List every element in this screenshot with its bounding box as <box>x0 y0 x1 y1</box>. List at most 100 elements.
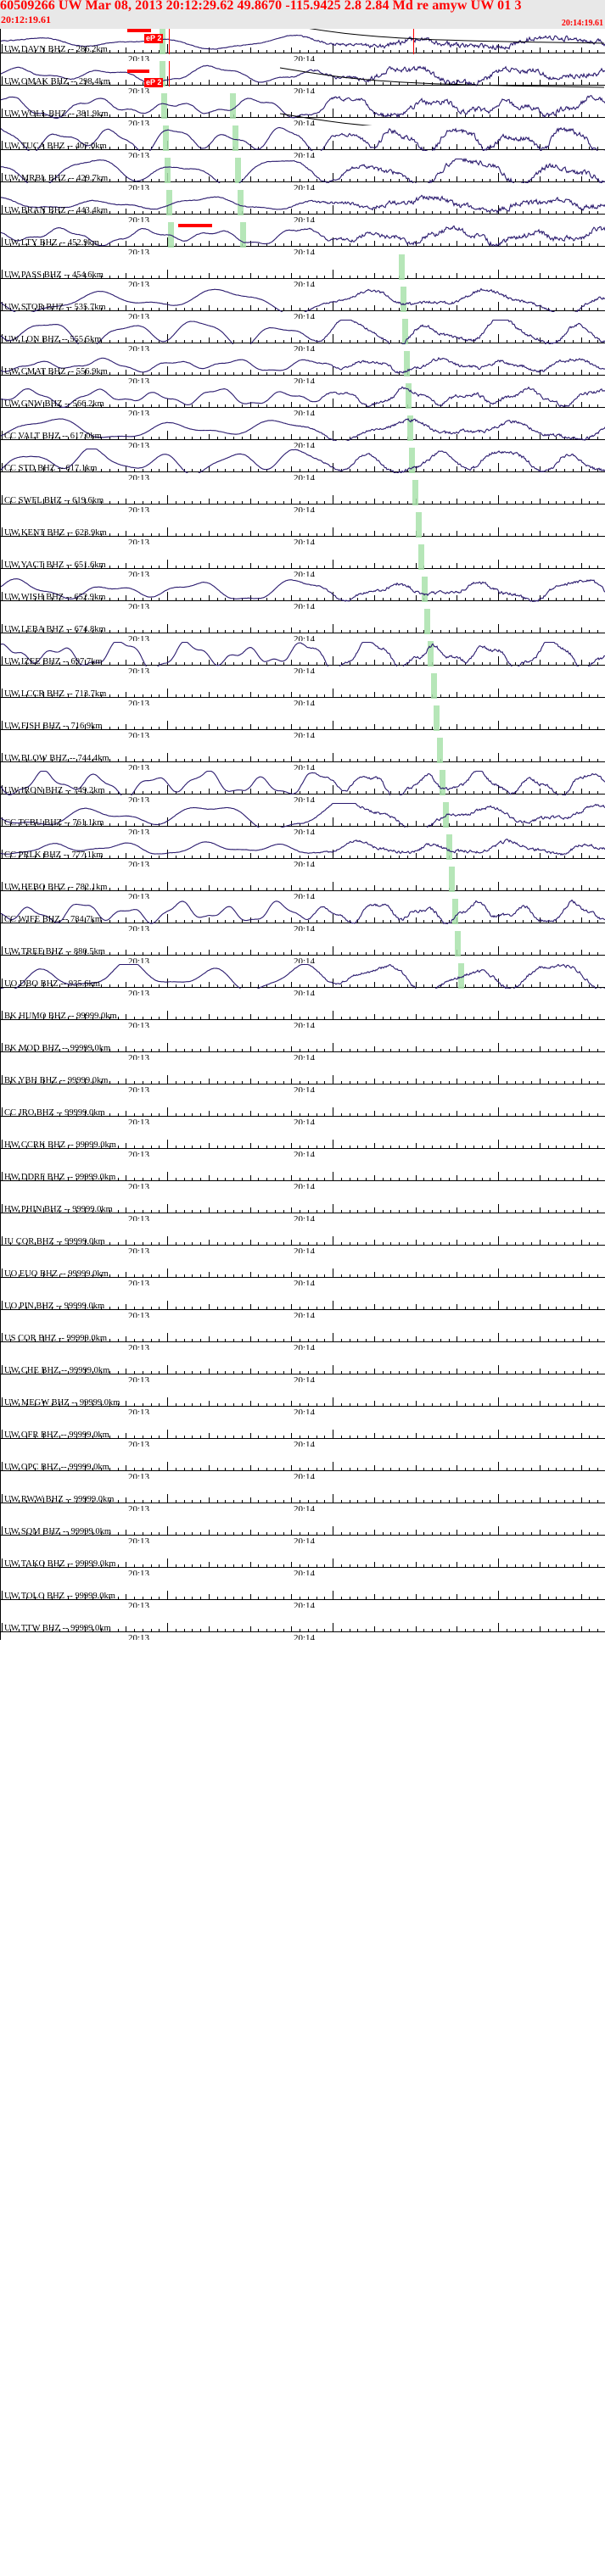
trace-row[interactable]: 20:13 20:14 HW DDRF BHZ -- 99999.0km <box>0 1157 605 1189</box>
trace-row[interactable]: 20:13 20:14 UW LTY BHZ -- 452.9km <box>0 222 605 254</box>
trace-row[interactable]: 20:13 20:14 UW PASS BHZ -- 454.6km <box>0 254 605 287</box>
axis-time-label: 20:14 <box>293 215 317 222</box>
axis-time-label: 20:13 <box>127 312 151 319</box>
trace-row[interactable]: 20:13 20:14 UW HEBO BHZ -- 782.1km <box>0 867 605 899</box>
trace-row[interactable]: 20:13 20:14 UW WOLL BHZ -- 381.9km <box>0 93 605 125</box>
trace-row[interactable]: 20:13 20:14 UW RWW BHZ -- 99999.0km <box>0 1479 605 1511</box>
trace-row[interactable]: 20:13 20:14 UW BRAN BHZ -- 443.4km <box>0 190 605 222</box>
trace-row[interactable]: 20:13 20:14 CC STD BHZ -- 617.1km <box>0 448 605 480</box>
trace-row[interactable]: 20:13 20:14 UW MRBL BHZ -- 429.7km <box>0 158 605 190</box>
trace-row[interactable]: 20:13 20:14 UW OPC BHZ -- 99999.0km <box>0 1447 605 1479</box>
trace-row[interactable]: 20:13 20:14 HW PHIN BHZ -- 99999.0km <box>0 1189 605 1221</box>
trace-row[interactable]: 20:13 20:14 UW TREE BHZ -- 880.5km <box>0 931 605 963</box>
trace-row[interactable]: 20:13 20:14 UW CHE BHZ -- 99999.0km <box>0 1350 605 1382</box>
trace-row[interactable]: 20:13 20:14 UW LCCR BHZ -- 713.7km <box>0 673 605 705</box>
trace-row[interactable]: 20:13 20:14 BK YBH BHZ -- 99999.0km <box>0 1060 605 1092</box>
left-border <box>0 931 1 963</box>
trace-label: CC PRLK BHZ -- 777.1km <box>4 850 104 860</box>
trace-row[interactable]: 20:13 20:14 UW WISH BHZ -- 652.9km <box>0 577 605 609</box>
trace-row[interactable]: 20:13 20:14 UW YACT BHZ -- 651.6km <box>0 544 605 577</box>
axis-ticks <box>0 463 605 476</box>
axis-ticks <box>0 1462 605 1475</box>
trace-row[interactable]: 20:13 20:14 CC TCBU BHZ -- 761.1km <box>0 802 605 834</box>
trace-row[interactable]: 20:13 20:14 IU COR BHZ -- 99999.0km <box>0 1221 605 1253</box>
trace-row[interactable]: 20:13 20:14 CC PRLK BHZ -- 777.1km <box>0 834 605 867</box>
axis-ticks <box>0 979 605 991</box>
trace-row[interactable]: 20:13 20:14 UW TOLO BHZ -- 99999.0km <box>0 1575 605 1608</box>
time-axis <box>0 246 605 247</box>
trace-row[interactable]: 20:13 20:14 UW CMAT BHZ -- 556.9km <box>0 351 605 383</box>
trace-row[interactable]: 20:13 20:14 UW OMAK BHZ -- 298.4km eP 2 <box>0 61 605 93</box>
axis-time-label: 20:13 <box>127 1182 151 1189</box>
trace-row[interactable]: 20:13 20:14 CC WIFE BHZ -- 784.7km <box>0 899 605 931</box>
time-axis <box>0 375 605 376</box>
axis-ticks <box>0 431 605 443</box>
axis-time-label: 20:14 <box>293 86 317 93</box>
left-border <box>0 802 1 834</box>
phase-band <box>404 351 410 376</box>
pick-label[interactable]: eP 2 <box>144 34 164 43</box>
trace-row[interactable]: 20:13 20:14 CC SWFL BHZ -- 619.6km <box>0 480 605 512</box>
axis-ticks <box>0 721 605 733</box>
trace-row[interactable]: 20:13 20:14 UW DAVN BHZ -- 286.2km eP 2 <box>0 29 605 61</box>
clip-bar <box>127 29 151 32</box>
axis-time-label: 20:14 <box>293 1472 317 1479</box>
pick-marker[interactable] <box>413 29 414 54</box>
time-axis <box>0 504 605 505</box>
phase-band <box>436 738 443 763</box>
trace-row[interactable]: 20:13 20:14 BK HUMO BHZ -- 99999.0km <box>0 995 605 1028</box>
trace-row[interactable]: 20:13 20:14 US COR BHZ -- 99999.0km <box>0 1318 605 1350</box>
left-border <box>0 190 1 222</box>
trace-row[interactable]: 20:13 20:14 UW LON BHZ -- 555.5km <box>0 319 605 351</box>
trace-row[interactable]: 20:13 20:14 UW KENT BHZ -- 623.9km <box>0 512 605 544</box>
axis-time-label: 20:13 <box>127 860 151 867</box>
waveform-trace <box>1 194 605 215</box>
left-border <box>0 1350 1 1382</box>
left-border <box>0 1092 1 1124</box>
trace-row[interactable]: 20:13 20:14 UW IRON BHZ -- 749.2km <box>0 770 605 802</box>
axis-time-label: 20:14 <box>293 409 317 415</box>
left-border <box>0 1511 1 1543</box>
trace-row[interactable]: 20:13 20:14 UW SQM BHZ -- 99999.0km <box>0 1511 605 1543</box>
trace-row[interactable]: 20:13 20:14 UW IZEE BHZ -- 697.7km <box>0 641 605 673</box>
axis-time-label: 20:13 <box>127 119 151 125</box>
axis-time-label: 20:13 <box>127 215 151 222</box>
trace-row[interactable]: 20:13 20:14 UW TTW BHZ -- 99999.0km <box>0 1608 605 1640</box>
trace-row[interactable]: 20:13 20:14 UW MEGW BHZ -- 99999.0km <box>0 1382 605 1414</box>
left-border <box>0 867 1 899</box>
pick-marker[interactable] <box>169 29 170 54</box>
trace-row[interactable]: 20:13 20:14 UO EUO BHZ -- 99999.0km <box>0 1253 605 1285</box>
pick-marker[interactable] <box>169 61 170 86</box>
trace-row[interactable]: 20:13 20:14 CC VALT BHZ -- 617.0km <box>0 415 605 448</box>
trace-row[interactable]: 20:13 20:14 CC JRO BHZ -- 99999.0km <box>0 1092 605 1124</box>
trace-row[interactable]: 20:13 20:14 UW TAKO BHZ -- 99999.0km <box>0 1543 605 1575</box>
left-border <box>0 29 1 61</box>
trace-row[interactable]: 20:13 20:14 UW GNW BHZ -- 566.2km <box>0 383 605 415</box>
trace-row[interactable]: 20:13 20:14 UW BLOW BHZ -- 744.4km <box>0 738 605 770</box>
trace-row[interactable]: 20:13 20:14 UW FISH BHZ -- 716.9km <box>0 705 605 738</box>
trace-row[interactable]: 20:13 20:14 BK MOD BHZ -- 99999.0km <box>0 1028 605 1060</box>
trace-row[interactable]: 20:13 20:14 HW CCRK BHZ -- 99999.0km <box>0 1124 605 1157</box>
time-axis <box>0 1116 605 1117</box>
waveform-trace <box>1 356 605 374</box>
time-axis <box>0 149 605 150</box>
trace-row[interactable]: 20:13 20:14 UW TUCA BHZ -- 407.0km <box>0 125 605 158</box>
axis-time-label: 20:13 <box>127 1085 151 1092</box>
phase-band <box>415 512 422 538</box>
trace-row[interactable]: 20:13 20:14 UW OFR BHZ -- 99999.0km <box>0 1414 605 1447</box>
trace-list[interactable]: 20:13 20:14 UW DAVN BHZ -- 286.2km eP 2 20:1… <box>0 29 605 1640</box>
trace-row[interactable]: 20:13 20:14 UW STOR BHZ -- 535.7km <box>0 287 605 319</box>
axis-time-label: 20:14 <box>293 924 317 931</box>
trace-row[interactable]: 20:13 20:14 UW LEBA BHZ -- 674.8km <box>0 609 605 641</box>
phase-band <box>399 254 405 280</box>
trace-row[interactable]: 20:13 20:14 UO PIN BHZ -- 99999.0km <box>0 1285 605 1318</box>
left-border <box>0 834 1 867</box>
axis-ticks <box>0 1075 605 1088</box>
pick-label[interactable]: eP 2 <box>144 78 164 87</box>
phase-band <box>165 158 171 183</box>
trace-row[interactable]: 20:13 20:14 UO DBO BHZ -- 935.6km <box>0 963 605 995</box>
phase-band <box>240 222 246 248</box>
time-axis <box>0 665 605 666</box>
clip-bar <box>127 70 149 73</box>
waveform-trace <box>1 386 605 408</box>
